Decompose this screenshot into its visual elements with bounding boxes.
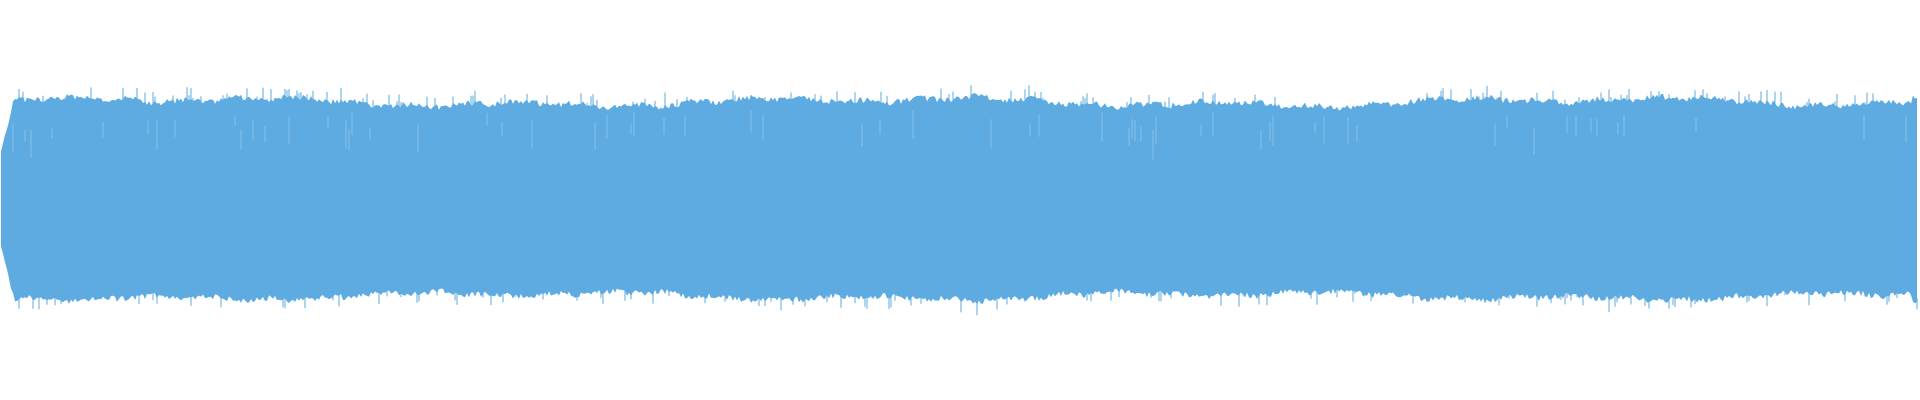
waveform-texture — [12, 110, 1907, 160]
waveform-peaks — [18, 85, 1918, 316]
waveform-body — [1, 93, 1917, 305]
